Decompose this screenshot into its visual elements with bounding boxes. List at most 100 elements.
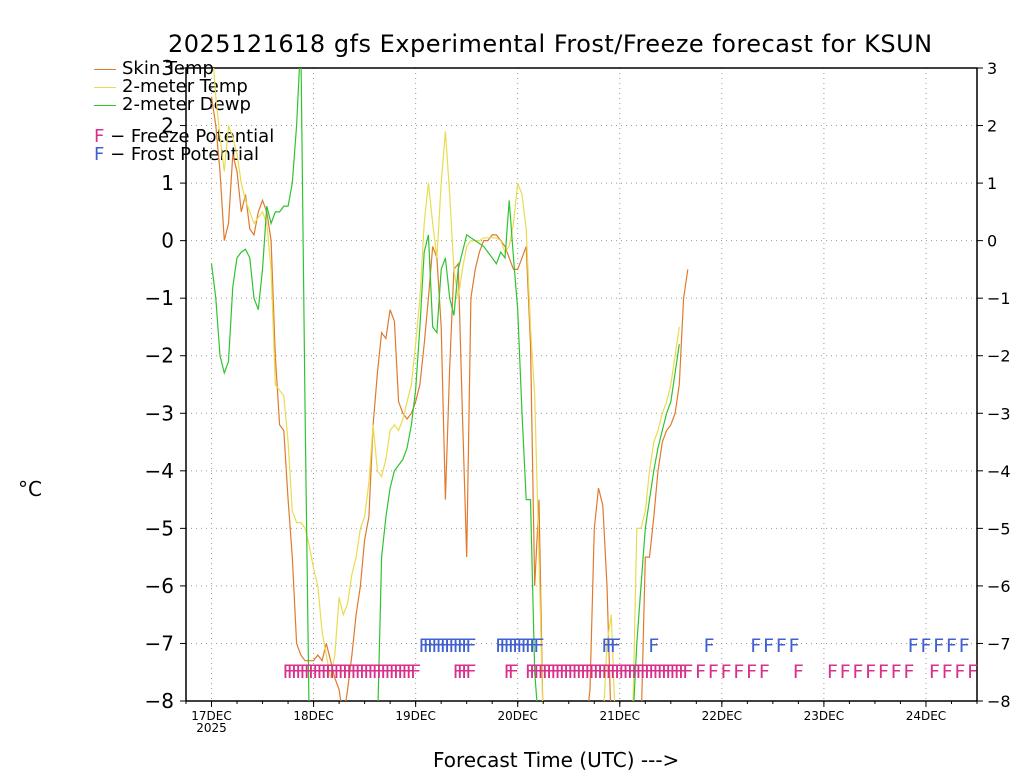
freeze-marker: F <box>852 661 863 683</box>
freeze-marker: F <box>793 661 804 683</box>
freeze-marker: F <box>410 661 421 683</box>
freeze-marker: F <box>665 661 676 683</box>
y-tick-label-left: −3 <box>145 401 174 425</box>
frost-marker: F <box>465 635 476 657</box>
freeze-marker: F <box>504 661 515 683</box>
freeze-marker: F <box>329 661 340 683</box>
y-tick-label-left: 2 <box>161 114 174 138</box>
y-tick-label-right: 0 <box>987 232 997 251</box>
freeze-marker: F <box>402 661 413 683</box>
freeze-marker: F <box>308 661 319 683</box>
freeze-marker: F <box>840 661 851 683</box>
y-tick-label-left: −4 <box>145 459 174 483</box>
x-tick-label: 17DEC <box>191 709 231 723</box>
legend-freeze-glyph: F <box>94 126 105 147</box>
freeze-marker: F <box>300 661 311 683</box>
series-line-skin-temp <box>210 96 689 701</box>
freeze-marker: F <box>585 661 596 683</box>
freeze-marker: F <box>283 661 294 683</box>
freeze-marker: F <box>287 661 298 683</box>
legend-2m-temp-swatch <box>94 86 116 88</box>
freeze-marker: F <box>589 661 600 683</box>
y-tick-label-right: −5 <box>987 519 1011 538</box>
freeze-marker: F <box>708 661 719 683</box>
frost-marker: F <box>516 635 527 657</box>
x-tick-label: 22DEC <box>702 709 742 723</box>
y-tick-label-right: 3 <box>987 59 997 78</box>
y-tick-label-right: 1 <box>987 174 997 193</box>
frost-marker: F <box>461 635 472 657</box>
freeze-marker: F <box>623 661 634 683</box>
freeze-marker: F <box>644 661 655 683</box>
y-tick-label-right: 2 <box>987 117 997 136</box>
freeze-marker: F <box>508 661 519 683</box>
legend-skin-temp-swatch <box>94 68 116 70</box>
legend-2m-temp-label: 2-meter Temp <box>122 76 248 97</box>
freeze-marker: F <box>695 661 706 683</box>
freeze-marker: F <box>572 661 583 683</box>
freeze-marker: F <box>406 661 417 683</box>
chart-title: 2025121618 gfs Experimental Frost/Freeze… <box>168 30 933 58</box>
frost-marker: F <box>508 635 519 657</box>
frost-marker: F <box>440 635 451 657</box>
freeze-marker: F <box>376 661 387 683</box>
frost-marker: F <box>504 635 515 657</box>
freeze-marker: F <box>610 661 621 683</box>
y-tick-label-left: 0 <box>161 229 174 253</box>
series-line-2-meter-temp <box>213 68 680 701</box>
freeze-marker: F <box>538 661 549 683</box>
frost-marker: F <box>606 635 617 657</box>
freeze-marker: F <box>304 661 315 683</box>
freeze-marker: F <box>555 661 566 683</box>
y-tick-label-right: −8 <box>987 692 1011 711</box>
freeze-marker: F <box>759 661 770 683</box>
freeze-marker: F <box>457 661 468 683</box>
freeze-marker: F <box>891 661 902 683</box>
freeze-marker: F <box>955 661 966 683</box>
freeze-marker: F <box>355 661 366 683</box>
freeze-marker: F <box>593 661 604 683</box>
frost-marker: F <box>521 635 532 657</box>
freeze-marker: F <box>942 661 953 683</box>
freeze-marker: F <box>648 661 659 683</box>
freeze-marker: F <box>346 661 357 683</box>
y-tick-label-left: −1 <box>145 286 174 310</box>
freeze-marker: F <box>576 661 587 683</box>
freeze-marker: F <box>631 661 642 683</box>
freeze-marker: F <box>385 661 396 683</box>
freeze-marker: F <box>317 661 328 683</box>
freeze-marker: F <box>534 661 545 683</box>
frost-marker: F <box>933 635 944 657</box>
y-tick-label-left: 1 <box>161 171 174 195</box>
freeze-marker: F <box>465 661 476 683</box>
y-tick-label-right: −2 <box>987 347 1011 366</box>
freeze-marker: F <box>636 661 647 683</box>
freeze-marker: F <box>746 661 757 683</box>
y-tick-label-left: 3 <box>161 56 174 80</box>
plot-frame <box>185 67 978 702</box>
y-tick-label-right: −1 <box>987 289 1011 308</box>
freeze-marker: F <box>967 661 978 683</box>
frost-marker: F <box>419 635 430 657</box>
frost-marker: F <box>534 635 545 657</box>
frost-marker: F <box>448 635 459 657</box>
x-tick-label: 19DEC <box>395 709 435 723</box>
y-tick-label-right: −4 <box>987 462 1011 481</box>
freeze-marker: F <box>568 661 579 683</box>
freeze-marker: F <box>878 661 889 683</box>
freeze-marker: F <box>338 661 349 683</box>
freeze-marker: F <box>295 661 306 683</box>
freeze-marker: F <box>929 661 940 683</box>
freeze-marker: F <box>397 661 408 683</box>
series-line-2-meter-dewp <box>210 68 680 701</box>
y-tick-label-right: −7 <box>987 634 1011 653</box>
frost-marker: F <box>704 635 715 657</box>
freeze-marker: F <box>602 661 613 683</box>
frost-marker: F <box>499 635 510 657</box>
x-tick-label: 23DEC <box>804 709 844 723</box>
legend-2m-temp: 2-meter Temp <box>94 78 274 96</box>
freeze-marker: F <box>670 661 681 683</box>
frost-marker: F <box>610 635 621 657</box>
legend-skin-temp-label: Skin Temp <box>122 58 214 79</box>
y-tick-label-right: −3 <box>987 404 1011 423</box>
